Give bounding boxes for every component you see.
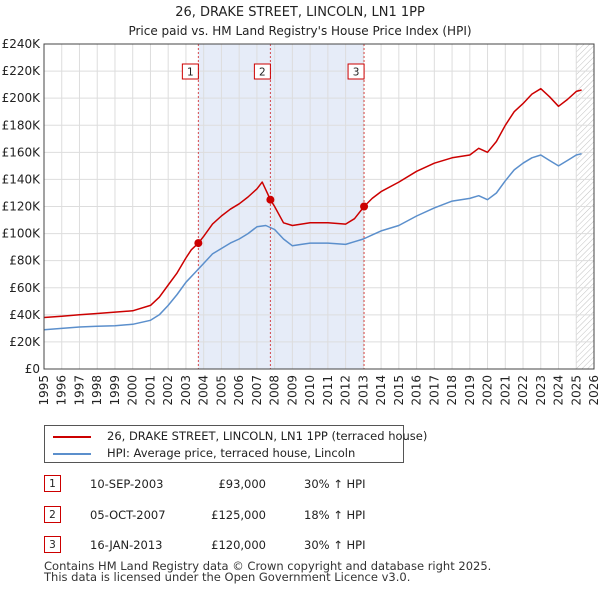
y-tick-label: £100K <box>2 227 42 241</box>
transaction-hpi-diff: 30% ↑ HPI <box>304 477 366 491</box>
transaction-hpi-diff: 18% ↑ HPI <box>304 508 366 522</box>
x-tick-label: 2004 <box>197 375 211 406</box>
x-tick-label: 2000 <box>126 375 140 406</box>
legend-label-property: 26, DRAKE STREET, LINCOLN, LN1 1PP (terr… <box>107 429 428 443</box>
x-tick-label: 2017 <box>427 375 441 406</box>
y-tick-label: £80K <box>9 254 41 268</box>
x-tick-label: 2026 <box>587 375 600 406</box>
y-tick-label: £60K <box>9 281 41 295</box>
x-tick-label: 2025 <box>569 375 583 406</box>
footer-copyright: Contains HM Land Registry data © Crown c… <box>44 559 492 584</box>
x-tick-label: 2024 <box>552 375 566 406</box>
y-tick-label: £0 <box>25 362 40 376</box>
property-price-line <box>43 87 582 319</box>
sale-point <box>194 239 203 248</box>
y-tick-label: £20K <box>9 335 41 349</box>
sale-label-number: 3 <box>353 67 360 79</box>
transaction-row: 1 10-SEP-2003 £93,000 30% ↑ HPI <box>44 474 464 494</box>
transaction-number-badge: 2 <box>44 506 61 523</box>
x-tick-label: 1998 <box>90 375 104 406</box>
transaction-date: 16-JAN-2013 <box>90 538 163 552</box>
x-tick-label: 2012 <box>339 375 353 406</box>
sale-point <box>360 202 369 211</box>
hpi-line <box>43 152 582 331</box>
y-tick-label: £200K <box>2 91 42 105</box>
x-tick-label: 1996 <box>55 375 69 406</box>
transaction-row: 2 05-OCT-2007 £125,000 18% ↑ HPI <box>44 505 464 525</box>
x-tick-label: 2001 <box>143 375 157 406</box>
x-tick-label: 2019 <box>463 375 477 406</box>
x-tick-label: 2005 <box>214 375 228 406</box>
transaction-date: 10-SEP-2003 <box>90 477 164 491</box>
y-tick-label: £120K <box>2 200 42 214</box>
sale-label-box <box>253 63 271 80</box>
x-tick-label: 1995 <box>37 375 51 406</box>
chart-legend: 26, DRAKE STREET, LINCOLN, LN1 1PP (terr… <box>44 425 427 463</box>
transaction-hpi-diff: 30% ↑ HPI <box>304 538 366 552</box>
legend-label-hpi: HPI: Average price, terraced house, Linc… <box>107 446 356 460</box>
x-tick-label: 1999 <box>108 375 122 406</box>
transaction-number-badge: 3 <box>44 536 61 553</box>
x-tick-label: 2020 <box>481 375 495 406</box>
y-tick-label: £140K <box>2 172 42 186</box>
legend-swatch-property <box>53 435 91 438</box>
y-tick-label: £220K <box>2 64 42 78</box>
x-tick-label: 2008 <box>268 375 282 406</box>
x-tick-label: 2014 <box>374 375 388 406</box>
transaction-date: 05-OCT-2007 <box>90 508 166 522</box>
x-tick-label: 2007 <box>250 375 264 406</box>
x-tick-label: 2023 <box>534 375 548 406</box>
x-tick-label: 2006 <box>232 375 246 406</box>
y-tick-label: £160K <box>2 145 42 159</box>
legend-swatch-hpi <box>53 452 91 455</box>
x-tick-label: 2013 <box>356 375 370 406</box>
footer-line-1: Contains HM Land Registry data © Crown c… <box>44 559 492 573</box>
x-tick-label: 2009 <box>285 375 299 406</box>
x-tick-label: 2011 <box>321 375 335 406</box>
x-tick-label: 2021 <box>498 375 512 406</box>
x-tick-label: 1997 <box>72 375 86 406</box>
x-tick-label: 2015 <box>392 375 406 406</box>
x-tick-label: 2018 <box>445 375 459 406</box>
sale-label-box <box>181 63 199 80</box>
y-tick-label: £40K <box>9 308 41 322</box>
chart-subtitle: Price paid vs. HM Land Registry's House … <box>128 24 471 38</box>
transaction-price: £93,000 <box>218 477 266 491</box>
x-tick-label: 2003 <box>179 375 193 406</box>
sale-label-number: 1 <box>187 67 194 79</box>
transaction-price: £125,000 <box>211 508 266 522</box>
sale-label-number: 2 <box>259 67 266 79</box>
transaction-row: 3 16-JAN-2013 £120,000 30% ↑ HPI <box>44 535 464 555</box>
legend-item-hpi: HPI: Average price, terraced house, Linc… <box>53 445 355 461</box>
x-tick-label: 2022 <box>516 375 530 406</box>
chart-title: 26, DRAKE STREET, LINCOLN, LN1 1PP <box>175 5 425 20</box>
transaction-number-badge: 1 <box>44 475 61 492</box>
transaction-price: £120,000 <box>211 538 266 552</box>
price-chart: 26, DRAKE STREET, LINCOLN, LN1 1PP Price… <box>2 5 600 406</box>
sale-point <box>266 195 275 204</box>
legend-item-property: 26, DRAKE STREET, LINCOLN, LN1 1PP (terr… <box>53 428 427 444</box>
x-tick-label: 2002 <box>161 375 175 406</box>
y-tick-label: £240K <box>2 37 42 51</box>
sale-label-box <box>347 63 365 80</box>
plot-frame <box>43 43 595 370</box>
x-tick-label: 2010 <box>303 375 317 406</box>
footer-line-2: This data is licensed under the Open Gov… <box>44 570 411 584</box>
y-tick-label: £180K <box>2 118 42 132</box>
x-tick-label: 2016 <box>410 375 424 406</box>
